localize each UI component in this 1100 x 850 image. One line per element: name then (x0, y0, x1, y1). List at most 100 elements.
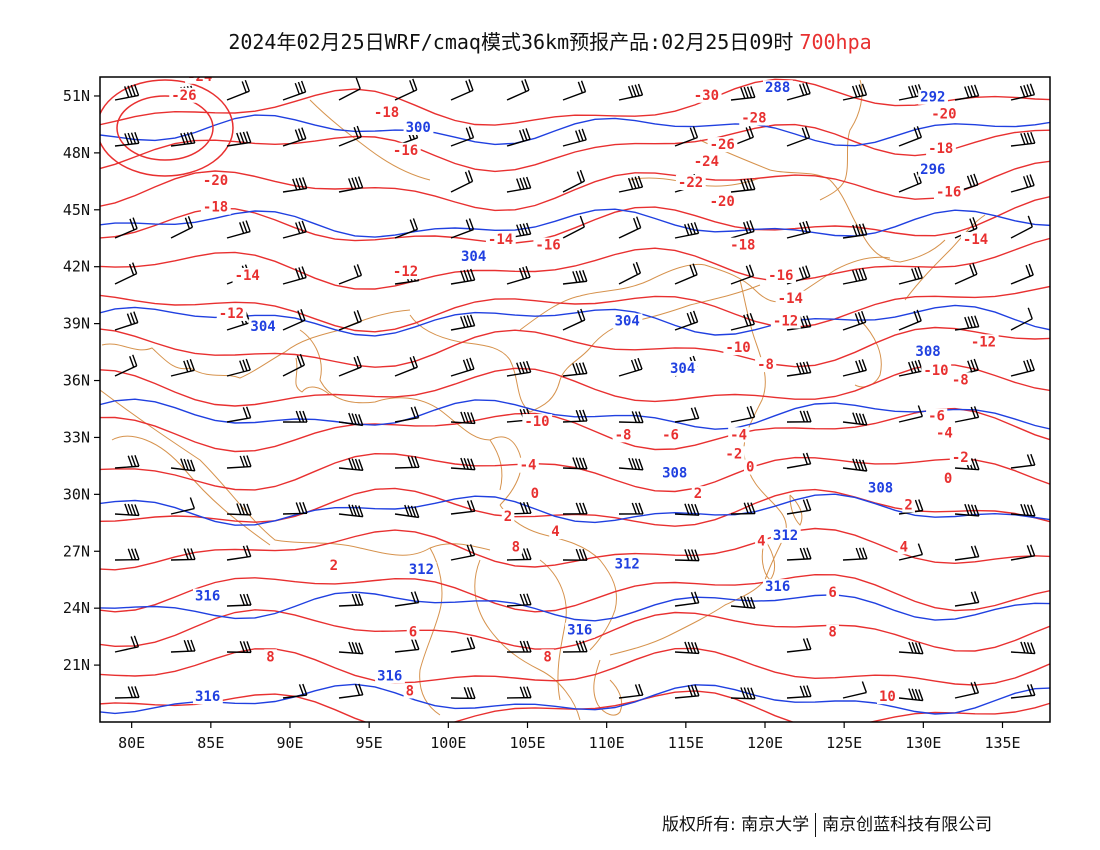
wind-barb (170, 131, 196, 147)
country-borders (100, 79, 986, 721)
height-label-bg (865, 480, 896, 496)
height-label: 304 (670, 361, 695, 377)
temperature-label: -12 (773, 314, 798, 330)
wind-barb (562, 409, 588, 423)
height-label: 316 (377, 668, 402, 684)
wind-barb (842, 681, 868, 699)
wind-barb (898, 543, 924, 561)
wind-barb (114, 262, 138, 285)
wind-barb (730, 264, 755, 285)
temperature-label-bg (390, 264, 421, 280)
wind-barb (506, 128, 531, 147)
lon-label: 110E (589, 734, 625, 752)
wind-barb (730, 405, 756, 423)
wind-barb (394, 78, 418, 101)
height-label-bg (913, 343, 944, 359)
temperature-label-bg (691, 486, 705, 502)
temperature-label-bg (755, 533, 768, 549)
wind-barb (282, 309, 306, 331)
height-label-bg (763, 80, 793, 96)
temperature-contour (100, 326, 1050, 368)
wind-barb (954, 262, 978, 285)
temperature-label-bg (921, 362, 952, 378)
wind-barb (562, 270, 588, 285)
wind-barb (618, 261, 642, 285)
temperature-label: 8 (512, 539, 520, 555)
temperature-label: -24 (694, 154, 719, 170)
wind-barb (618, 216, 642, 239)
wind-barb (562, 362, 588, 377)
temperature-label: 4 (900, 539, 908, 555)
temperature-label-bg (533, 237, 564, 253)
wind-barb (730, 687, 756, 700)
wind-barb (282, 80, 307, 101)
height-label: 296 (920, 162, 945, 178)
temperature-label-bg (949, 372, 972, 388)
height-label-bg (612, 556, 643, 572)
height-label: 312 (409, 562, 434, 578)
wind-barb (394, 638, 420, 653)
wind-barb (394, 406, 420, 423)
wind-barb (842, 268, 868, 285)
wind-barb (562, 215, 585, 239)
temperature-label-bg (541, 649, 554, 665)
wind-barb (506, 176, 532, 193)
wind-barb (730, 313, 755, 331)
wind-barb (170, 497, 196, 515)
copyright-left: 版权所有: 南京大学 (662, 815, 810, 835)
temperature-label-bg (968, 334, 999, 350)
wind-barb (674, 126, 699, 147)
temperature-label-bg (744, 459, 757, 475)
height-label: 304 (615, 314, 640, 330)
temperature-label: -16 (768, 268, 793, 284)
wind-barb (562, 308, 586, 331)
lon-label: 95E (356, 734, 383, 752)
wind-barb (674, 684, 700, 699)
wind-barb (450, 636, 476, 653)
height-contour (100, 208, 1050, 238)
temperature-label-bg (728, 237, 758, 253)
temperature-label: -18 (203, 200, 228, 216)
wind-barb (674, 263, 698, 285)
height-label-bg (918, 161, 948, 177)
wind-barb (1010, 641, 1036, 655)
wind-barb (730, 86, 756, 101)
wind-barb (338, 77, 361, 101)
temperature-label: -22 (678, 175, 703, 191)
temperature-label: -4 (730, 427, 747, 443)
temperature-label-bg (826, 624, 839, 640)
temperature-label-bg (390, 142, 421, 158)
wind-barb (338, 641, 364, 655)
wind-barb (1010, 503, 1036, 517)
height-label-bg (375, 668, 405, 684)
wind-barb (226, 641, 252, 654)
height-label-bg (403, 120, 434, 136)
wind-barb (898, 266, 923, 285)
lat-label: 21N (63, 656, 90, 674)
temperature-label-bg (612, 427, 634, 443)
wind-barb (954, 681, 980, 699)
wind-barb (114, 635, 140, 653)
wind-barb (618, 502, 644, 515)
temperature-label-bg (200, 173, 231, 189)
wind-barb (450, 499, 476, 515)
map-frame (99, 76, 1051, 723)
temperature-label-bg (549, 524, 562, 540)
wind-barb (170, 215, 194, 239)
height-label: 312 (615, 556, 640, 572)
wind-barb (450, 357, 475, 377)
height-label-bg (565, 622, 595, 638)
wind-barb (842, 359, 867, 377)
temperature-label-bg (723, 446, 745, 462)
wind-barb (674, 310, 699, 331)
wind-barb (506, 78, 530, 101)
wind-barb (842, 458, 868, 472)
temperature-label-bg (675, 175, 706, 191)
wind-barb (450, 687, 476, 700)
temperature-label-bg (926, 408, 948, 424)
wind-barb (898, 171, 922, 193)
temperature-label: 10 (879, 689, 896, 705)
temperature-label-bg (929, 106, 960, 122)
wind-barb (674, 591, 700, 607)
